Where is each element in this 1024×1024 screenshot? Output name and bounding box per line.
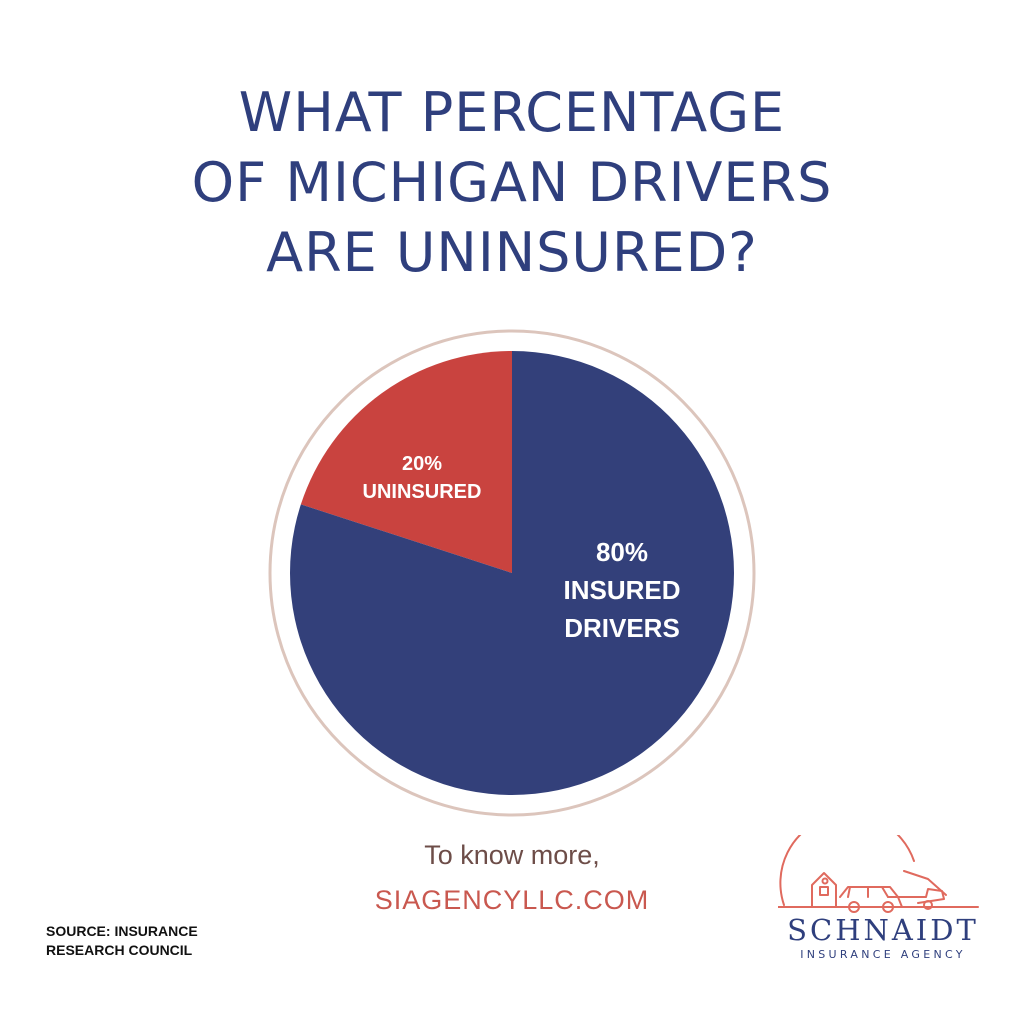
source-note: SOURCE: INSURANCE RESEARCH COUNCIL — [46, 922, 198, 960]
title-line-1: WHAT PERCENTAGE — [238, 81, 786, 144]
title-line-2: OF MICHIGAN DRIVERS — [191, 151, 833, 214]
cta-intro: To know more, — [424, 840, 600, 870]
brand-logo: SCHNAIDT INSURANCE AGENCY — [777, 813, 988, 965]
source-line-2: RESEARCH COUNCIL — [46, 942, 193, 958]
logo-subtitle: INSURANCE AGENCY — [800, 948, 966, 961]
pie-outer-ring — [268, 329, 756, 817]
slice-label-insured-value: 80% — [596, 537, 648, 567]
source-line-1: SOURCE: INSURANCE — [46, 923, 198, 939]
slice-label-insured-line-1: INSURED — [563, 575, 680, 605]
house-cars-logo-icon — [777, 813, 979, 913]
title-line-3: ARE UNINSURED? — [266, 221, 758, 284]
website-link[interactable]: SIAGENCYLLC.COM — [374, 885, 650, 915]
slice-label-uninsured-text: UNINSURED — [363, 481, 482, 503]
slice-label-insured-line-2: DRIVERS — [564, 613, 680, 643]
logo-name: SCHNAIDT — [787, 913, 979, 947]
pie-slice-uninsured — [300, 351, 512, 573]
pie-slice-insured — [290, 351, 735, 796]
page-title: WHAT PERCENTAGE OF MICHIGAN DRIVERS ARE … — [0, 78, 1024, 288]
slice-label-uninsured-value: 20% — [402, 453, 442, 475]
